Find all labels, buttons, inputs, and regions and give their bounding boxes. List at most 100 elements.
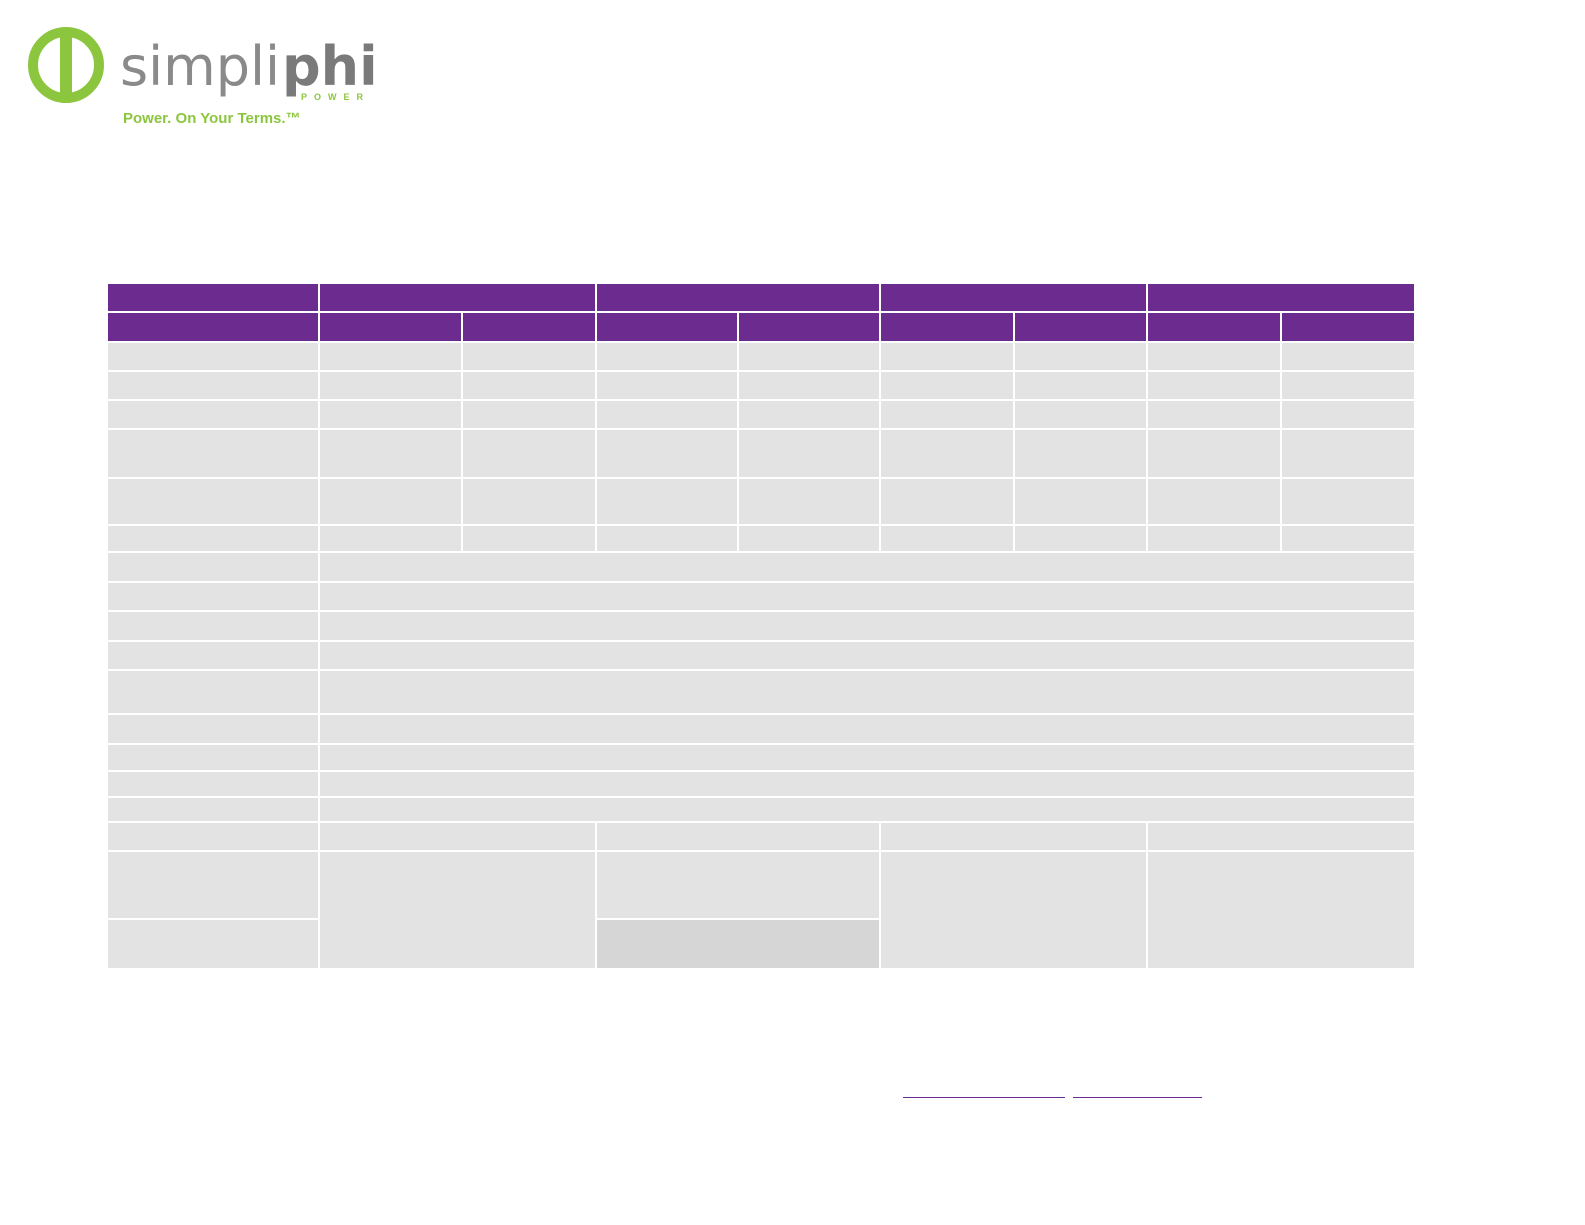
brand-bold: phi [282,35,378,98]
table-cell [597,343,737,370]
table-cell [1148,852,1414,968]
table-cell [320,798,1414,821]
table-cell [739,372,879,399]
table-cell [463,526,595,551]
table-cell [108,745,318,770]
table-cell [108,430,318,477]
table-cell [1282,479,1414,524]
table-cell [1015,372,1146,399]
table-cell [881,823,1146,850]
table-cell [320,372,461,399]
table-cell [1282,401,1414,428]
table-cell [320,772,1414,796]
table-cell [1015,343,1146,370]
table-cell [739,401,879,428]
table-cell [463,313,595,341]
table-cell [881,284,1146,311]
table-cell [320,671,1414,713]
table-cell [739,343,879,370]
table-cell [1282,343,1414,370]
brand-sub: POWER [301,92,370,102]
table-cell [1282,372,1414,399]
table-cell [739,479,879,524]
table-cell [320,526,461,551]
table-cell [881,372,1013,399]
table-cell [320,313,461,341]
link-underline[interactable] [1073,1097,1202,1098]
table-cell [108,526,318,551]
table-cell [597,852,879,918]
table-cell [108,372,318,399]
table-cell [881,430,1013,477]
tagline: Power. On Your Terms.™ [123,110,301,127]
table-cell [1015,401,1146,428]
table-cell [108,343,318,370]
table-cell [320,430,461,477]
table-cell [597,430,737,477]
table-cell [1015,313,1146,341]
table-cell [108,583,318,610]
table-cell [108,401,318,428]
table-cell [1148,401,1280,428]
table-cell [597,284,879,311]
table-cell [1148,526,1280,551]
table-cell [1148,430,1280,477]
table-cell [108,798,318,821]
table-cell [108,772,318,796]
table-cell [1148,372,1280,399]
table-cell [320,479,461,524]
table-cell [597,526,737,551]
table-cell [597,823,879,850]
logo: simpli phi POWER Power. On Your Terms.™ [28,27,378,127]
table-cell [108,823,318,850]
table-cell [320,612,1414,640]
table-cell [320,401,461,428]
table-cell [597,479,737,524]
logo-stem [60,33,72,103]
table-cell [108,671,318,713]
table-cell [108,313,318,341]
table-cell [108,284,318,311]
table-cell [881,479,1013,524]
table-cell [320,553,1414,581]
table-cell [1148,313,1280,341]
table-cell [108,479,318,524]
table-cell [108,642,318,669]
table-cell [1148,284,1414,311]
table-cell [881,401,1013,428]
table-cell [881,526,1013,551]
table-cell [1148,479,1280,524]
table-cell [597,372,737,399]
link-underline[interactable] [903,1097,1065,1098]
table-cell [739,526,879,551]
table-cell [320,852,595,968]
table-cell [1282,526,1414,551]
table-cell [1148,343,1280,370]
table-cell [1148,823,1414,850]
table-cell [320,745,1414,770]
table-cell [108,553,318,581]
table-cell [320,823,595,850]
table-cell [108,715,318,743]
brand-light: simpli [120,35,280,98]
table-cell [320,642,1414,669]
table-cell [463,401,595,428]
table-cell [881,852,1146,968]
table-cell [463,430,595,477]
table-cell [1282,313,1414,341]
table-cell [597,401,737,428]
table-cell [597,313,737,341]
table-cell [739,430,879,477]
table-cell [881,343,1013,370]
table-cell [597,920,879,968]
table-cell [739,313,879,341]
table-cell [108,612,318,640]
table-cell [463,343,595,370]
table-cell [1015,526,1146,551]
table-cell [463,372,595,399]
table-cell [1282,430,1414,477]
table-cell [881,313,1013,341]
table-cell [320,583,1414,610]
table-cell [108,852,318,918]
